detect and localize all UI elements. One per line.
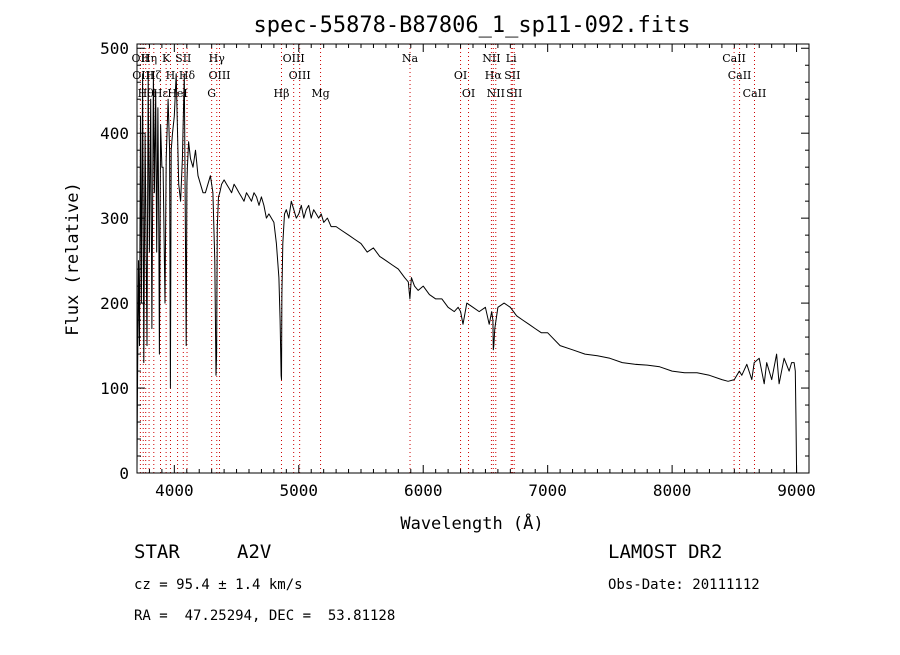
spectral-line-label: Hγ (209, 52, 226, 65)
spectral-line-label: Hη (141, 52, 157, 65)
spectral-line-label: CaII (743, 87, 767, 100)
subclass: A2V (237, 541, 271, 563)
spectral-line-label: OI (462, 87, 475, 100)
x-tick-label: 6000 (404, 481, 443, 500)
spectral-line-label: Hδ (179, 69, 196, 82)
spectral-line-label: Hβ (274, 87, 290, 100)
spectral-line-label: OII (132, 52, 150, 65)
y-tick-label: 300 (100, 209, 129, 228)
plot-frame (136, 43, 810, 474)
y-tick-label: 200 (100, 294, 129, 313)
line-markers (139, 44, 755, 473)
spectral-line-label: OIII (289, 69, 311, 82)
spectral-line-label: SII (506, 87, 522, 100)
x-axis: 4000 5000 6000 7000 8000 9000 (148, 44, 816, 500)
spectral-line-label: CaII (722, 52, 746, 65)
spectral-line-label: Hα (485, 69, 503, 82)
y-tick-label: 400 (100, 124, 129, 143)
redshift: cz = 95.4 ± 1.4 km/s (134, 577, 303, 593)
spectral-line-label: OIII (208, 69, 230, 82)
info-panel: STAR A2V LAMOST DR2 cz = 95.4 ± 1.4 km/s… (134, 541, 760, 624)
spectral-line-label: Hε (153, 87, 169, 100)
obs-date: Obs-Date: 20111112 (608, 577, 760, 593)
spectral-line-label: SII (504, 69, 520, 82)
x-tick-label: 5000 (280, 481, 319, 500)
spectral-line-label: H (166, 69, 176, 82)
y-tick-label: 500 (100, 39, 129, 58)
y-tick-label: 0 (119, 464, 129, 483)
spectrum-line (136, 73, 798, 474)
survey-name: LAMOST DR2 (608, 541, 722, 563)
chart-title: spec-55878-B87806_1_sp11-092.fits (253, 13, 690, 38)
spectral-line-label: NII (482, 52, 500, 65)
y-tick-label: 100 (100, 379, 129, 398)
x-axis-label: Wavelength (Å) (400, 512, 543, 534)
spectral-line-label: OIII (132, 69, 154, 82)
x-tick-label: 9000 (777, 481, 816, 500)
spectral-line-label: Mg (311, 87, 329, 100)
y-axis: 0 100 200 300 400 500 (100, 39, 809, 483)
spectral-line-label: Na (402, 52, 419, 65)
x-tick-label: 7000 (528, 481, 567, 500)
spectral-line-label: OI (454, 69, 467, 82)
x-tick-label: 8000 (653, 481, 692, 500)
spectral-line-label: G (207, 87, 216, 100)
spectral-line-label: HeI (167, 87, 187, 100)
spectral-line-label: Hθ (138, 87, 155, 100)
spectral-line-label: CaII (728, 69, 752, 82)
coordinates: RA = 47.25294, DEC = 53.81128 (134, 608, 395, 624)
spectral-line-label: SII (175, 52, 191, 65)
spectral-line-label: K (162, 52, 171, 65)
y-axis-label: Flux (relative) (63, 182, 83, 336)
spectral-line-label: NII (487, 87, 505, 100)
spectral-line-label: Li (506, 52, 517, 65)
object-class: STAR (134, 541, 180, 563)
spectral-line-label: OIII (283, 52, 305, 65)
line-labels: OIIOIIIHθHηHζHεKHHeISIIHδGHγOIIIHβOIIIOI… (132, 52, 767, 100)
x-tick-label: 4000 (155, 481, 194, 500)
